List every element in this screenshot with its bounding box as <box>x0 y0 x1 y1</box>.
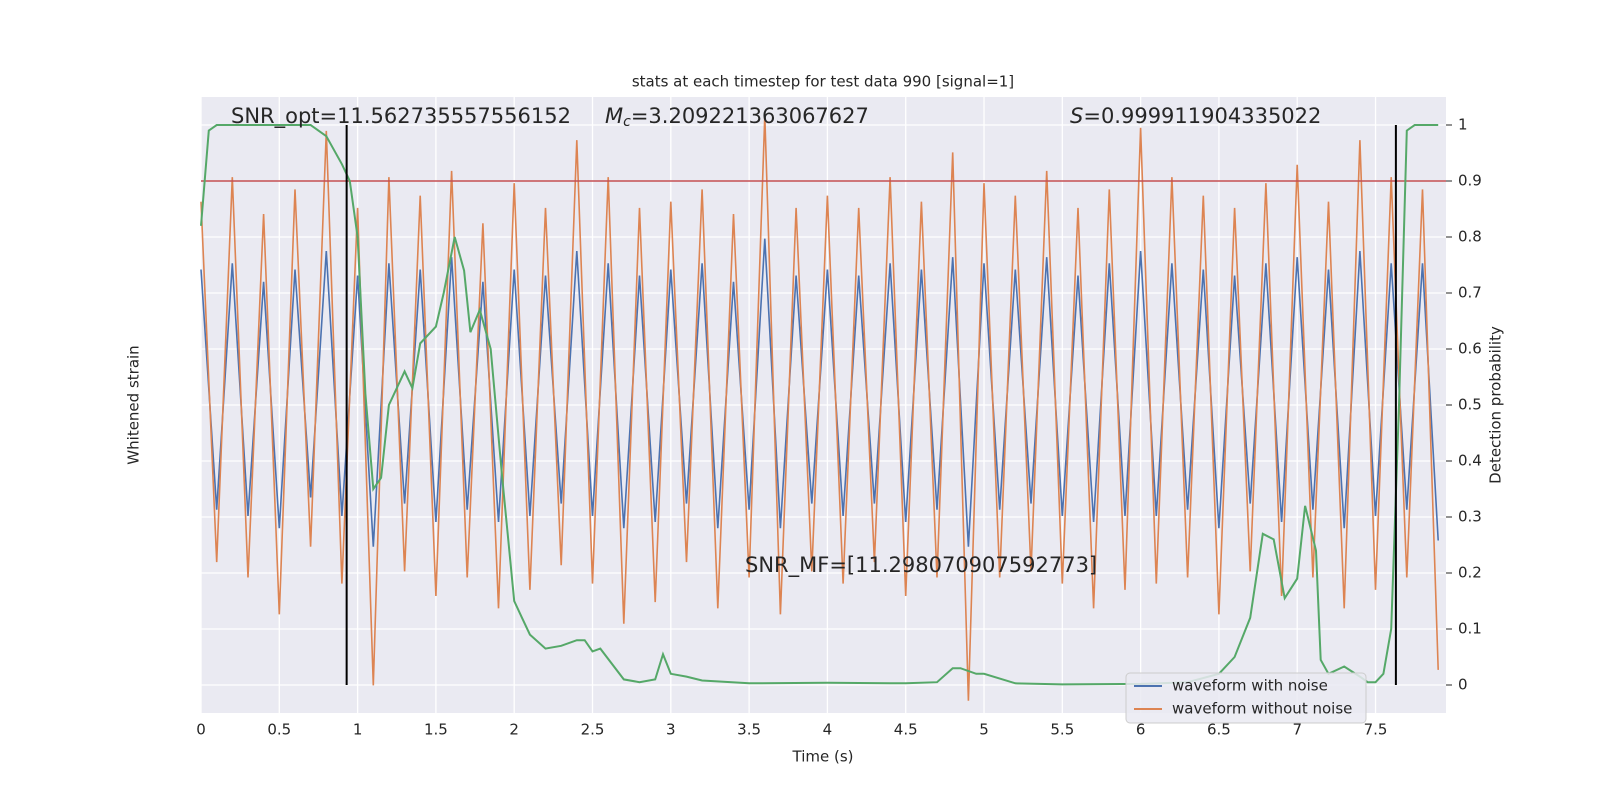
y2-tick-label: 1 <box>1458 116 1468 134</box>
x-tick-label: 1 <box>353 721 363 739</box>
y2-axis-label: Detection probability <box>1487 326 1505 484</box>
x-tick-label: 4 <box>823 721 833 739</box>
x-tick-label: 6 <box>1136 721 1146 739</box>
y2-tick-label: 0.8 <box>1458 228 1482 246</box>
y2-tick-label: 0 <box>1458 676 1468 694</box>
x-tick-label: 2 <box>509 721 519 739</box>
x-tick-label: 3 <box>666 721 676 739</box>
y2-tick-label: 0.9 <box>1458 172 1482 190</box>
annotation-symbol: M <box>605 104 623 128</box>
annotation: S=0.999911904335022 <box>1070 104 1321 128</box>
x-axis-label: Time (s) <box>792 748 854 766</box>
legend-label: waveform without noise <box>1172 700 1352 718</box>
annotation-sub: c <box>623 114 631 130</box>
x-tick-label: 3.5 <box>737 721 761 739</box>
strain-line <box>200 115 1439 701</box>
chart-title: stats at each timestep for test data 990… <box>632 73 1014 91</box>
x-tick-label: 2.5 <box>581 721 605 739</box>
annotation: Mc=3.209221363067627 <box>605 104 869 130</box>
legend-box <box>1125 672 1367 724</box>
annotation-value: =3.209221363067627 <box>631 104 869 128</box>
x-tick-label: 7 <box>1292 721 1302 739</box>
x-tick-label: 5.5 <box>1050 721 1074 739</box>
x-tick-label: 7.5 <box>1364 721 1388 739</box>
x-tick-label: 0 <box>196 721 206 739</box>
y2-tick-label: 0.7 <box>1458 284 1482 302</box>
y2-tick-label: 0.6 <box>1458 340 1482 358</box>
y2-tick-label: 0.4 <box>1458 452 1482 470</box>
y2-tick-label: 0.5 <box>1458 396 1482 414</box>
y2-tick-label: 0.2 <box>1458 564 1482 582</box>
annotation: SNR_MF=[11.298070907592773] <box>745 553 1097 578</box>
x-tick-label: 5 <box>979 721 989 739</box>
x-tick-label: 0.5 <box>267 721 291 739</box>
annotation: SNR_opt=11.562735557556152 <box>231 104 571 129</box>
annotation-value: =0.999911904335022 <box>1083 104 1321 128</box>
x-tick-label: 4.5 <box>894 721 918 739</box>
probability-line <box>200 124 1439 686</box>
x-tick-label: 6.5 <box>1207 721 1231 739</box>
x-tick-label: 1.5 <box>424 721 448 739</box>
y2-tick-label: 0.1 <box>1458 620 1482 638</box>
y2-tick-label: 0.3 <box>1458 508 1482 526</box>
legend-label: waveform with noise <box>1172 677 1328 695</box>
annotation-symbol: S <box>1070 104 1083 128</box>
y-axis-label: Whitened strain <box>125 345 143 464</box>
